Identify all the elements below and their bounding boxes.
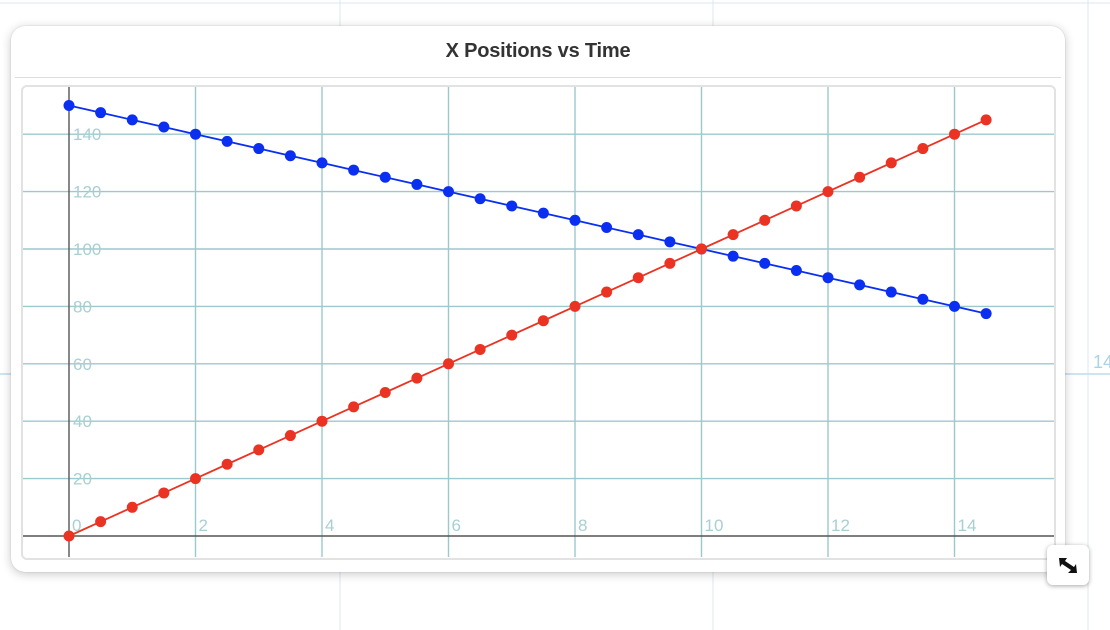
- series-1-point: [253, 444, 265, 456]
- series-1-point: [95, 516, 107, 528]
- series-0-point: [126, 114, 138, 126]
- series-0-point: [949, 300, 960, 312]
- series-0-point: [664, 236, 676, 248]
- title-divider: [15, 77, 1061, 78]
- x-tick-label: 8: [578, 516, 587, 535]
- series-0-point: [506, 200, 518, 212]
- series-0-point: [474, 193, 486, 205]
- series-1-point: [158, 487, 170, 499]
- chart-title: X Positions vs Time: [445, 40, 631, 62]
- series-0-point: [854, 279, 866, 291]
- series-1-point: [284, 430, 296, 442]
- y-tick-label: 20: [73, 470, 92, 489]
- series-1-point: [632, 272, 644, 284]
- series-0-point: [63, 100, 75, 111]
- series-0-point: [348, 164, 360, 176]
- series-1-point: [759, 214, 771, 226]
- series-1-point: [727, 229, 739, 241]
- series-1-point: [854, 171, 866, 183]
- series-1-point: [474, 343, 486, 355]
- series-1-point: [506, 329, 518, 341]
- series-0-point: [190, 128, 201, 140]
- series-1-point: [917, 143, 929, 155]
- series-1-point: [190, 473, 201, 485]
- x-tick-label: 14: [958, 516, 977, 535]
- series-1-point: [664, 257, 676, 269]
- series-0-point: [759, 257, 771, 269]
- y-tick-label: 140: [73, 125, 101, 144]
- series-0-point: [822, 272, 834, 284]
- background-axis-label: 14: [1093, 352, 1110, 372]
- series-1-point: [221, 458, 233, 470]
- series-1-point: [537, 315, 549, 327]
- x-tick-label: 4: [325, 516, 334, 535]
- series-0-point: [537, 207, 549, 219]
- y-tick-label: 40: [73, 412, 92, 431]
- resize-arrow-icon: [1059, 558, 1077, 573]
- series-1-point: [316, 415, 328, 427]
- series-0-point: [601, 221, 613, 233]
- series-0-point: [379, 171, 391, 183]
- series-1-point: [949, 128, 960, 140]
- series-1-point: [980, 114, 992, 126]
- y-tick-label: 60: [73, 355, 92, 374]
- series-0-point: [917, 293, 929, 305]
- x-tick-label: 6: [452, 516, 461, 535]
- series-1-point: [379, 387, 391, 398]
- series-0-point: [443, 186, 454, 198]
- series-1-point: [696, 243, 707, 255]
- x-tick-label: 10: [705, 516, 724, 535]
- series-1-point: [790, 200, 802, 212]
- series-1-point: [822, 186, 834, 198]
- series-1-point: [601, 286, 613, 298]
- series-1-point: [443, 358, 454, 370]
- series-0-line: [68, 104, 987, 315]
- series-0-point: [790, 265, 802, 277]
- series-0-point: [980, 308, 992, 320]
- series-1-point: [63, 530, 75, 542]
- series-0-point: [411, 178, 423, 190]
- series-1-point: [885, 157, 897, 169]
- y-tick-label: 100: [73, 240, 101, 259]
- series-1-line: [68, 119, 987, 537]
- series-0-point: [316, 157, 328, 169]
- series-0-point: [727, 250, 739, 262]
- y-tick-label: 120: [73, 183, 101, 202]
- series-0-point: [885, 286, 897, 298]
- series-1-point: [411, 372, 423, 384]
- resize-handle[interactable]: [1047, 545, 1089, 585]
- y-tick-label: 80: [73, 297, 92, 316]
- series-0-point: [569, 214, 581, 226]
- series-0-point: [221, 135, 233, 147]
- series-0-point: [158, 121, 170, 133]
- x-tick-label: 2: [199, 516, 208, 535]
- series-0-point: [253, 143, 265, 155]
- series-0-point: [284, 150, 296, 162]
- series-0-point: [95, 107, 107, 119]
- series-1-point: [569, 300, 581, 312]
- x-tick-label: 12: [831, 516, 850, 535]
- series-0-point: [632, 229, 644, 241]
- series-1-point: [348, 401, 360, 413]
- x-tick-label: 0: [72, 516, 81, 535]
- series-1-point: [126, 501, 138, 513]
